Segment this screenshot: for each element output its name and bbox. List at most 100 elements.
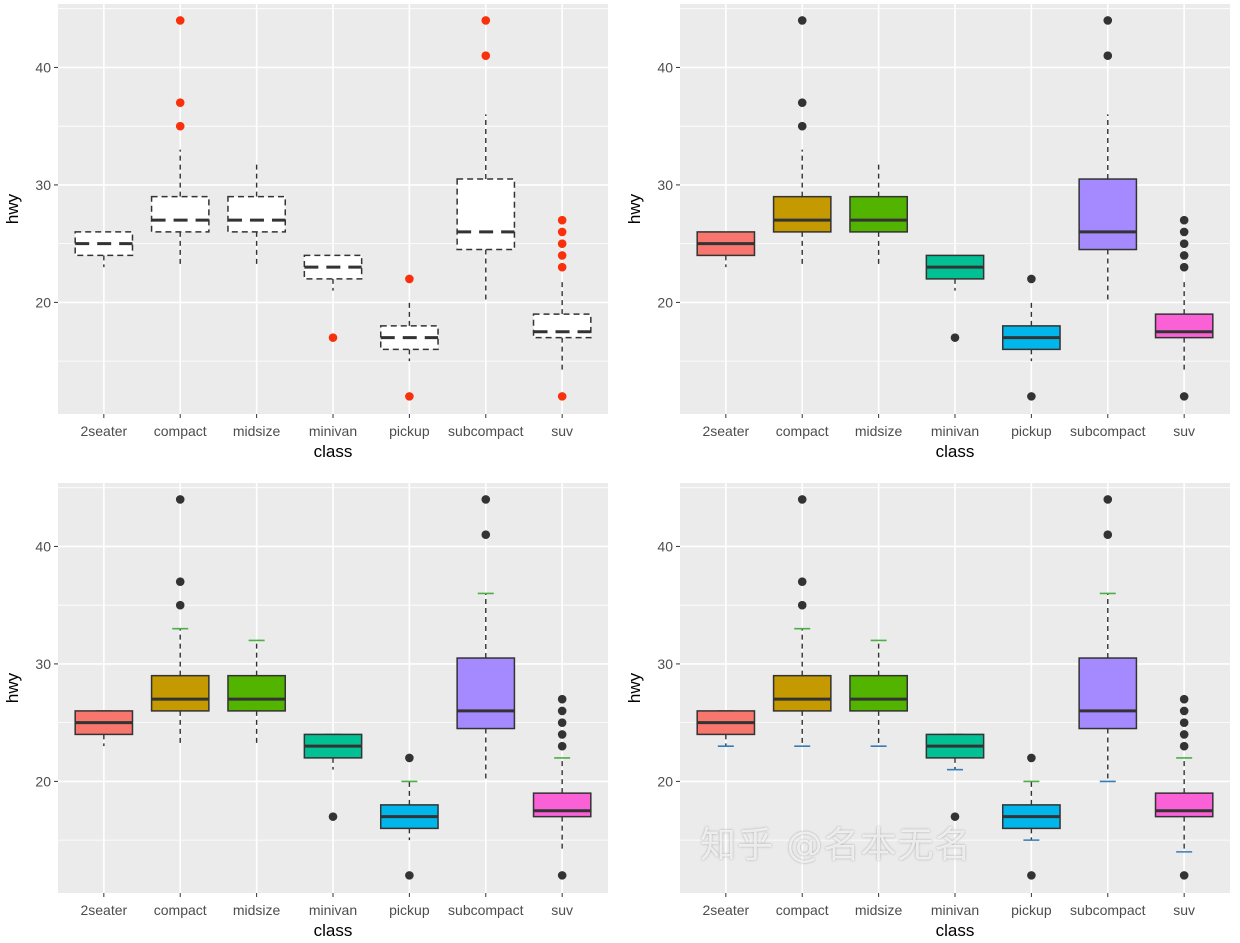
outlier-point (557, 392, 567, 401)
outlier-point (175, 577, 185, 586)
watermark: 知乎 @名本无名 (700, 825, 972, 866)
x-tick-label: pickup (389, 423, 430, 439)
x-tick-label: minivan (309, 902, 357, 918)
box-midsize (849, 161, 909, 268)
box-body (1078, 657, 1138, 730)
outlier-point (1179, 730, 1189, 739)
box-midsize (227, 639, 287, 747)
outlier-point (557, 694, 567, 704)
outlier-point (1103, 51, 1113, 60)
y-tick-label: 20 (657, 294, 673, 310)
outlier-point (557, 730, 567, 739)
x-axis-title: class (314, 442, 353, 461)
outlier-point (950, 333, 960, 342)
x-tick-label: subcompact (1070, 902, 1146, 918)
box-body (150, 674, 210, 712)
outlier-point (328, 812, 338, 821)
outlier-point (557, 251, 567, 260)
panel-4: 20 30 40 2seater compact midsize minivan pickup… (625, 483, 1230, 940)
outlier-point (1027, 871, 1036, 880)
y-axis-title: hwy (625, 193, 644, 224)
box-body (849, 674, 909, 712)
box-minivan (303, 733, 363, 821)
outlier-point (405, 871, 414, 880)
panel-2: 20 30 40 2seater compact midsize minivan pickup… (625, 4, 1230, 461)
x-tick-label: subcompact (448, 423, 524, 439)
outlier-point (1179, 706, 1189, 716)
outlier-point (1179, 239, 1189, 248)
outlier-point (1179, 741, 1189, 751)
y-tick-label: 40 (657, 538, 673, 554)
outlier-point (797, 121, 807, 131)
x-tick-label: minivan (931, 902, 979, 918)
box-minivan (303, 254, 363, 342)
box-body (1078, 178, 1138, 251)
x-tick-label: 2seater (80, 902, 127, 918)
outlier-point (797, 600, 807, 610)
outlier-point (481, 495, 491, 504)
outlier-point (557, 871, 567, 880)
y-tick-label: 40 (35, 538, 51, 554)
x-axis-title: class (936, 921, 975, 940)
x-tick-label: compact (154, 423, 207, 439)
box-suv (1154, 215, 1214, 401)
x-tick-label: 2seater (702, 423, 749, 439)
box-body (532, 792, 592, 818)
outlier-point (1027, 392, 1036, 401)
outlier-point (481, 530, 491, 539)
box-2seater (74, 710, 134, 747)
box-midsize (227, 161, 287, 268)
box-minivan (925, 254, 985, 342)
x-tick-label: compact (776, 423, 829, 439)
outlier-point (405, 274, 414, 284)
x-tick-label: 2seater (80, 423, 127, 439)
box-body (227, 674, 287, 712)
box-subcompact (456, 16, 516, 303)
y-axis-title: hwy (625, 672, 644, 703)
box-body (849, 195, 909, 233)
box-2seater (74, 231, 134, 268)
x-tick-label: minivan (309, 423, 357, 439)
box-suv (532, 694, 592, 880)
y-tick-label: 30 (657, 177, 673, 193)
outlier-point (1103, 530, 1113, 539)
y-tick-label: 20 (35, 773, 51, 789)
outlier-point (1103, 16, 1113, 25)
outlier-point (1179, 251, 1189, 260)
box-body (1154, 313, 1214, 339)
outlier-point (1027, 274, 1036, 284)
y-axis-title: hwy (3, 672, 22, 703)
x-tick-label: midsize (233, 902, 281, 918)
outlier-point (1179, 262, 1189, 272)
box-compact (150, 16, 210, 268)
x-tick-label: suv (551, 902, 573, 918)
panel-3: 20 30 40 2seater compact midsize minivan pickup… (3, 483, 608, 940)
outlier-point (797, 577, 807, 586)
outlier-point (557, 215, 567, 225)
x-tick-label: minivan (931, 423, 979, 439)
y-tick-label: 20 (657, 773, 673, 789)
y-tick-label: 30 (35, 656, 51, 672)
outlier-point (1027, 753, 1036, 763)
box-pickup (379, 274, 439, 401)
x-tick-label: suv (1173, 902, 1195, 918)
outlier-point (557, 706, 567, 716)
x-tick-label: pickup (389, 902, 430, 918)
y-tick-label: 40 (657, 59, 673, 75)
box-suv (1154, 694, 1214, 880)
outlier-point (1179, 392, 1189, 401)
box-pickup (379, 753, 439, 880)
outlier-point (1179, 718, 1189, 727)
box-subcompact (1078, 495, 1138, 783)
outlier-point (557, 718, 567, 727)
outlier-point (557, 262, 567, 272)
x-tick-label: compact (776, 902, 829, 918)
outlier-point (405, 753, 414, 763)
x-tick-label: pickup (1011, 902, 1052, 918)
box-compact (772, 495, 832, 747)
x-tick-label: subcompact (448, 902, 524, 918)
box-body (532, 313, 592, 339)
outlier-point (797, 495, 807, 504)
outlier-point (1179, 215, 1189, 225)
